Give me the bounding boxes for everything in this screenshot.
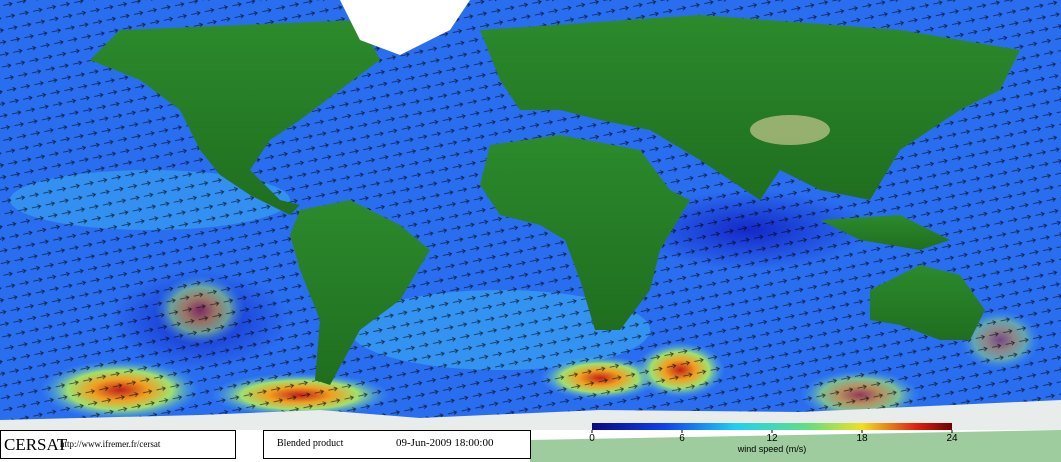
colorbar-tick-label: 18 xyxy=(856,433,868,444)
product: Blended product xyxy=(277,438,344,449)
colorbar-tick-label: 6 xyxy=(679,433,685,444)
antarctica xyxy=(0,400,1061,430)
continents xyxy=(90,0,1020,385)
colorbar xyxy=(592,423,952,430)
url: http://www.ifremer.fr/cersat xyxy=(60,439,161,449)
colorbar-tick-label: 12 xyxy=(766,433,778,444)
colorbar-ticks: 0 6 12 18 24 xyxy=(589,430,958,444)
colorbar-label: wind speed (m/s) xyxy=(737,444,807,454)
colorbar-tick-label: 0 xyxy=(589,433,595,444)
colorbar-tick-label: 24 xyxy=(946,433,958,444)
logo: CERSAT xyxy=(4,435,68,454)
footer-land xyxy=(530,430,1061,462)
date: 09-Jun-2009 18:00:00 xyxy=(396,437,494,449)
logo-box xyxy=(0,430,236,459)
plateau xyxy=(750,115,830,145)
info-box xyxy=(263,430,531,459)
